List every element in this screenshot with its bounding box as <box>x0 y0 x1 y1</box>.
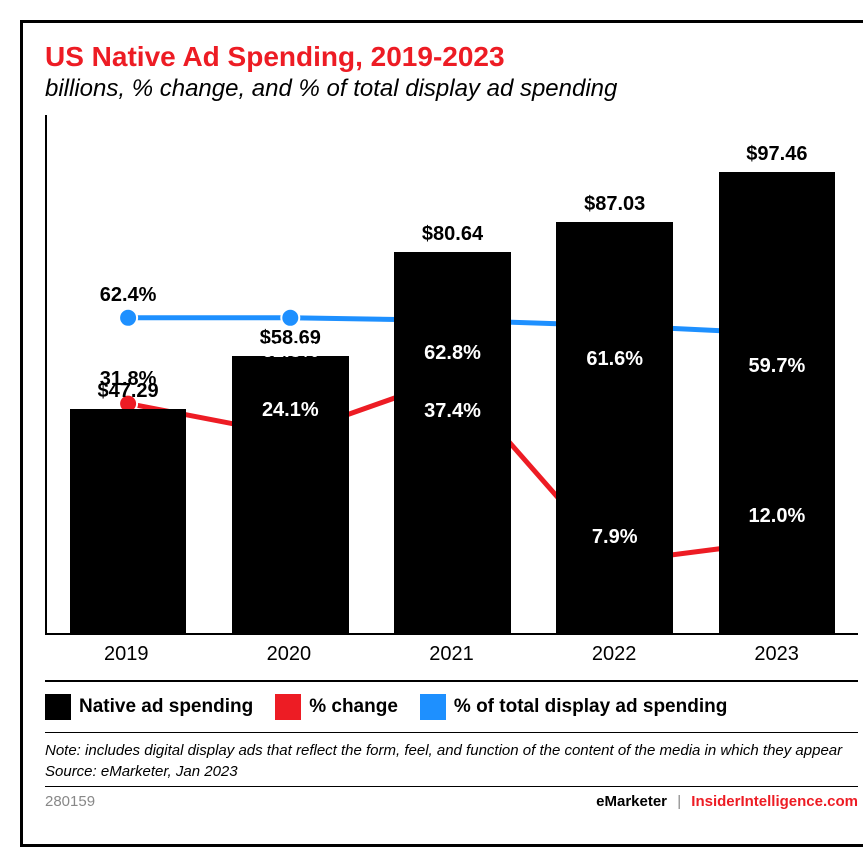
legend-item: % change <box>275 694 398 720</box>
bar-2022 <box>556 222 673 633</box>
xaxis-label: 2023 <box>754 643 799 666</box>
legend-swatch <box>275 694 301 720</box>
brand-emarketer: eMarketer <box>596 793 667 810</box>
bar-2021 <box>394 252 511 633</box>
legend-swatch <box>45 694 71 720</box>
chart-plot-area: $47.29$58.69$80.64$87.03$97.4662.4%62.8%… <box>45 115 858 635</box>
line-label: 31.8% <box>100 368 157 391</box>
bar-label-2021: $80.64 <box>422 223 483 246</box>
line-label: 61.6% <box>586 348 643 371</box>
xaxis-label: 2021 <box>429 643 474 666</box>
line-label: 7.9% <box>592 526 638 549</box>
legend-label: Native ad spending <box>79 696 253 718</box>
chart-xaxis: 2019 2020 2021 2022 2023 <box>45 635 858 682</box>
chart-footnote: Note: includes digital display ads that … <box>45 733 858 763</box>
legend-swatch <box>420 694 446 720</box>
bar-2023 <box>719 172 836 633</box>
brand-separator: | <box>677 793 681 810</box>
bar-label-2023: $97.46 <box>746 143 807 166</box>
line-label: 62.8% <box>424 342 481 365</box>
legend-item: Native ad spending <box>45 694 253 720</box>
legend-label: % change <box>309 696 398 718</box>
chart-container: US Native Ad Spending, 2019-2023 billion… <box>20 20 863 847</box>
line-label: 59.7% <box>749 355 806 378</box>
line-label: 62.4% <box>100 284 157 307</box>
line-label: 24.1% <box>262 399 319 422</box>
chart-source: Source: eMarketer, Jan 2023 <box>45 763 858 787</box>
line-label: 62.8% <box>262 340 319 363</box>
bar-2019 <box>70 409 187 633</box>
xaxis-label: 2020 <box>267 643 312 666</box>
line-label: 12.0% <box>749 505 806 528</box>
chart-subtitle: billions, % change, and % of total displ… <box>45 75 858 103</box>
bar-2020 <box>232 356 349 633</box>
chart-id: 280159 <box>45 793 95 810</box>
legend-item: % of total display ad spending <box>420 694 727 720</box>
line-label: 37.4% <box>424 400 481 423</box>
xaxis-label: 2019 <box>104 643 149 666</box>
bar-label-2022: $87.03 <box>584 193 645 216</box>
chart-title: US Native Ad Spending, 2019-2023 <box>45 41 858 73</box>
chart-legend: Native ad spending % change % of total dis… <box>45 682 858 733</box>
chart-footer-row: 280159 eMarketer | InsiderIntelligence.c… <box>45 787 858 810</box>
legend-label: % of total display ad spending <box>454 696 727 718</box>
chart-brands: eMarketer | InsiderIntelligence.com <box>596 793 858 810</box>
brand-insider: InsiderIntelligence.com <box>691 793 858 810</box>
xaxis-label: 2022 <box>592 643 637 666</box>
